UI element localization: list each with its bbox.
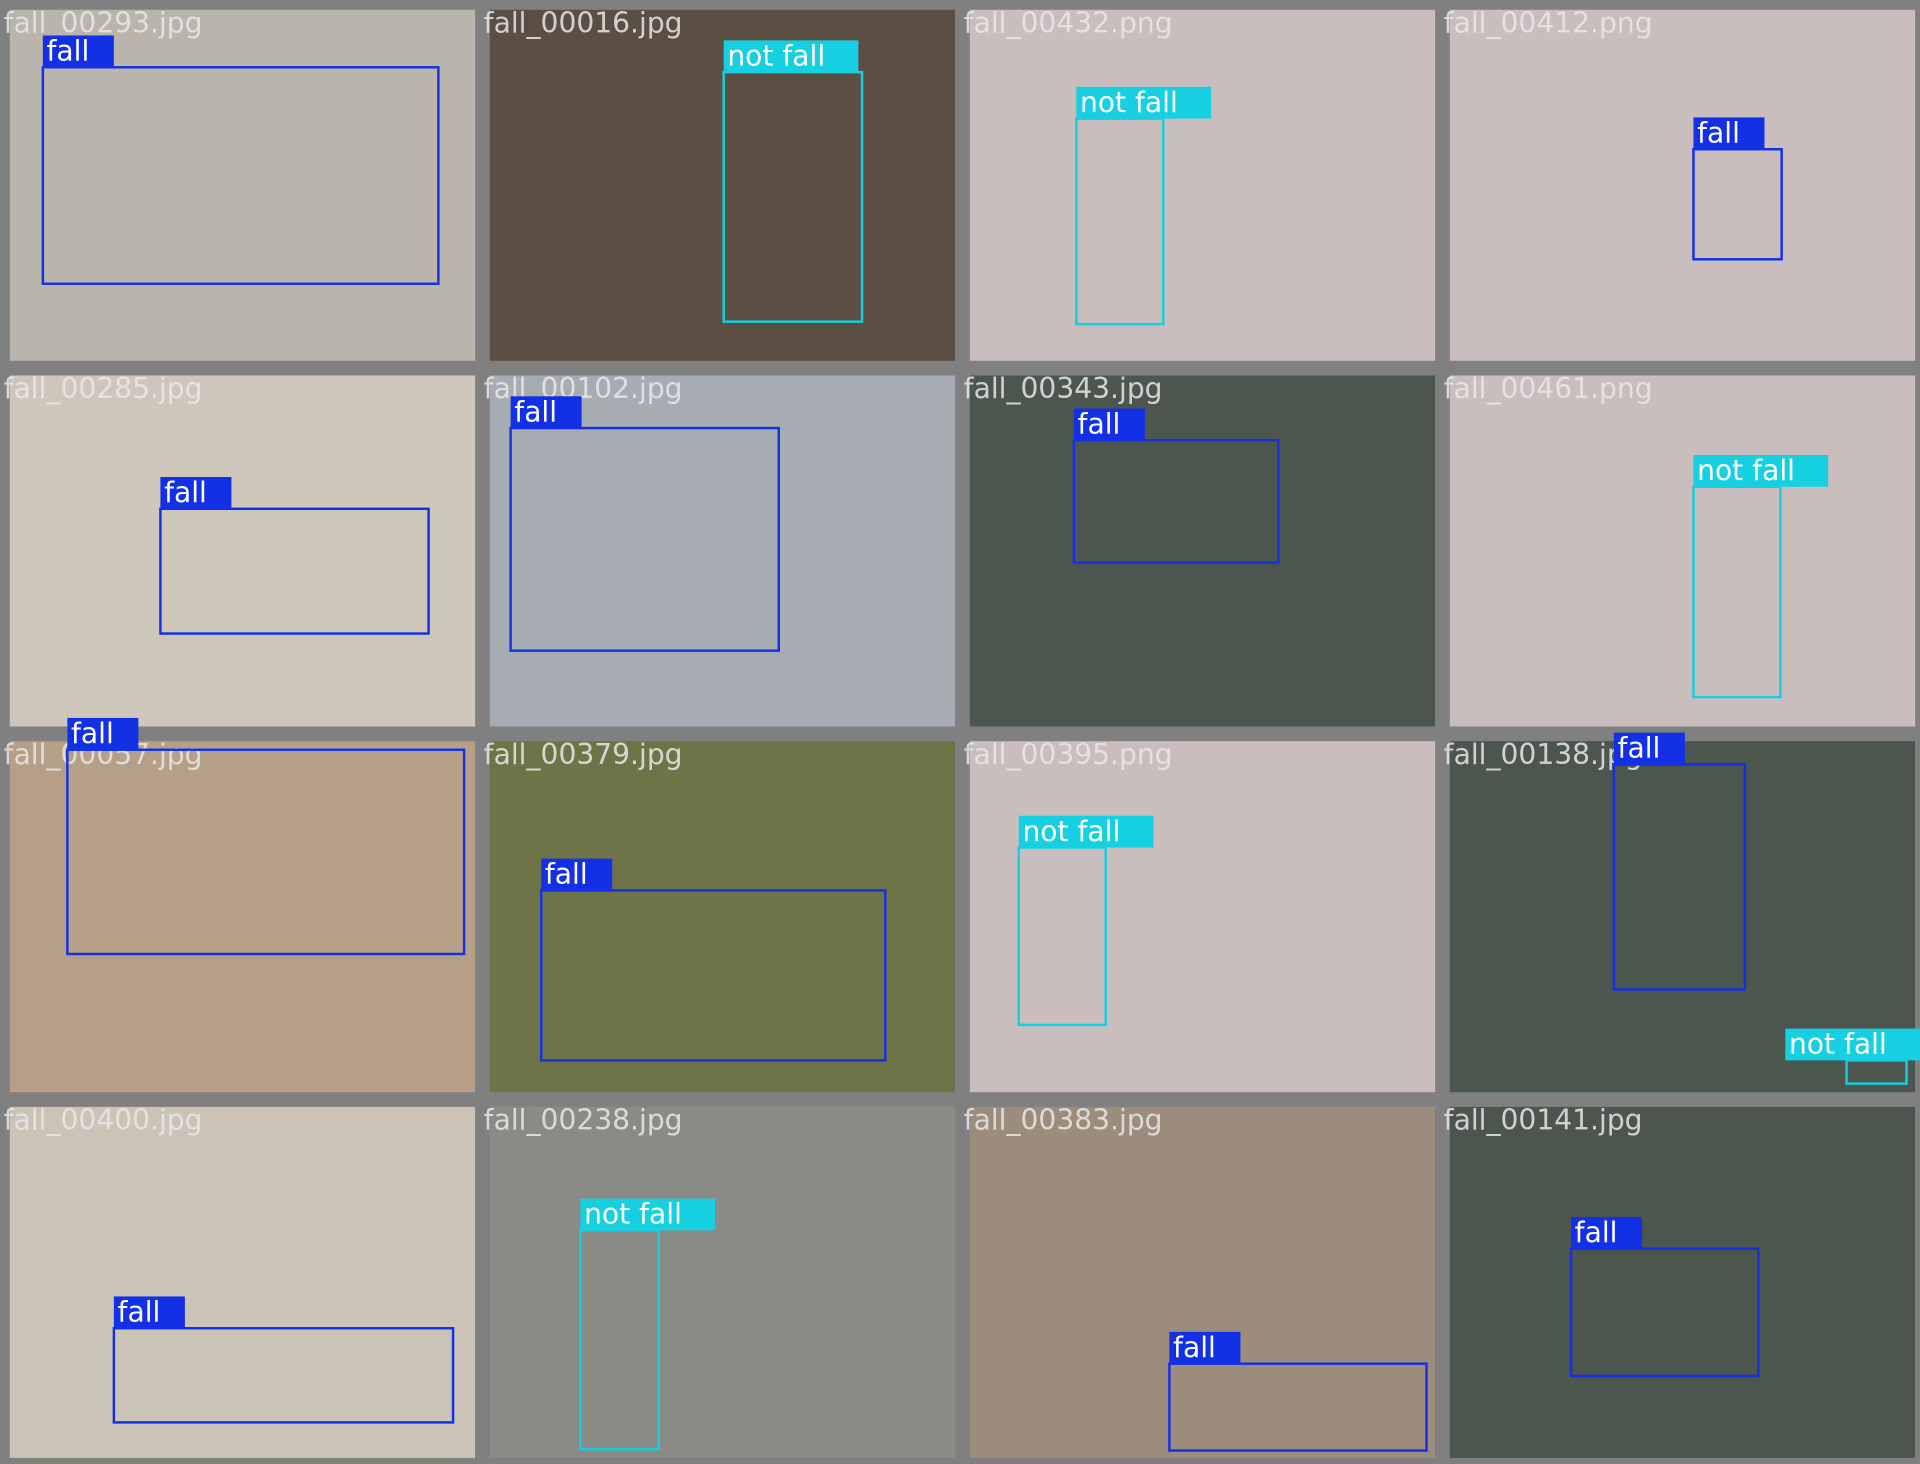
- label-background: [1785, 1028, 1920, 1061]
- filename: fall_00016.jpg: [484, 6, 683, 39]
- detection-label: fall: [514, 395, 557, 428]
- filename: fall_00383.jpg: [964, 1104, 1163, 1137]
- image-tile: [9, 1106, 476, 1458]
- filename: fall_00141.jpg: [1444, 1104, 1643, 1137]
- filename: fall_00379.jpg: [484, 738, 683, 771]
- filename: fall_00238.jpg: [484, 1104, 683, 1137]
- detection-label: fall: [118, 1296, 161, 1329]
- bounding-box: [509, 426, 781, 652]
- filename: fall_00432.png: [964, 6, 1173, 39]
- label-background: [541, 858, 613, 891]
- detection-label: not fall: [1697, 454, 1795, 487]
- detection-label: fall: [1697, 117, 1740, 150]
- filename: fall_00412.png: [1444, 6, 1653, 39]
- detection-label: fall: [47, 35, 90, 68]
- label-background: [1169, 1331, 1241, 1364]
- image-tile: [969, 375, 1436, 727]
- label-background: [160, 476, 232, 509]
- detection-label: not fall: [727, 39, 825, 72]
- label-background: [42, 35, 114, 68]
- image-tile: [969, 1106, 1436, 1458]
- bounding-box: [1072, 439, 1280, 564]
- detection-label: not fall: [1022, 815, 1120, 848]
- detection-label: fall: [1078, 408, 1121, 441]
- detection-label: fall: [1173, 1331, 1216, 1364]
- detection-label: fall: [1618, 732, 1661, 765]
- bounding-box: [159, 507, 430, 635]
- label-background: [580, 1198, 716, 1231]
- bounding-box: [112, 1327, 455, 1424]
- detection-label: fall: [164, 476, 207, 509]
- bounding-box: [540, 889, 887, 1062]
- detection-label: fall: [545, 858, 588, 891]
- detection-label: not fall: [1789, 1028, 1887, 1061]
- filename: fall_00343.jpg: [964, 372, 1163, 405]
- detection-label: not fall: [584, 1198, 682, 1231]
- label-background: [510, 396, 582, 429]
- filename: fall_00285.jpg: [4, 372, 203, 405]
- label-background: [1693, 454, 1829, 487]
- image-tile: [9, 375, 476, 727]
- bounding-box: [1168, 1362, 1428, 1452]
- label-background: [1693, 117, 1765, 150]
- label-background: [1018, 815, 1154, 848]
- detection-label: fall: [71, 717, 114, 750]
- label-background: [1571, 1216, 1643, 1249]
- label-background: [723, 40, 859, 73]
- image-tile: [969, 9, 1436, 361]
- image-tile: [969, 741, 1436, 1093]
- filename: fall_00395.png: [964, 738, 1173, 771]
- detection-label: fall: [1575, 1216, 1618, 1249]
- filename: fall_00293.jpg: [4, 6, 203, 39]
- image-tile: [489, 375, 956, 727]
- image-tile: [9, 741, 476, 1093]
- filename: fall_00400.jpg: [4, 1104, 203, 1137]
- image-tile: [1449, 375, 1916, 727]
- bounding-box: [41, 66, 440, 285]
- image-tile: [489, 1106, 956, 1458]
- filename: fall_00138.jpg: [1444, 738, 1643, 771]
- image-tile: [1449, 1106, 1916, 1458]
- bounding-box: [1569, 1247, 1760, 1378]
- filename: fall_00461.png: [1444, 372, 1653, 405]
- label-background: [113, 1296, 185, 1329]
- label-background: [1076, 86, 1212, 119]
- image-tile: [489, 741, 956, 1093]
- bounding-box: [66, 748, 466, 956]
- label-background: [1073, 408, 1145, 441]
- detection-label: not fall: [1080, 86, 1178, 119]
- label-background: [1613, 732, 1685, 765]
- image-tile: [1449, 9, 1916, 361]
- label-background: [67, 717, 139, 750]
